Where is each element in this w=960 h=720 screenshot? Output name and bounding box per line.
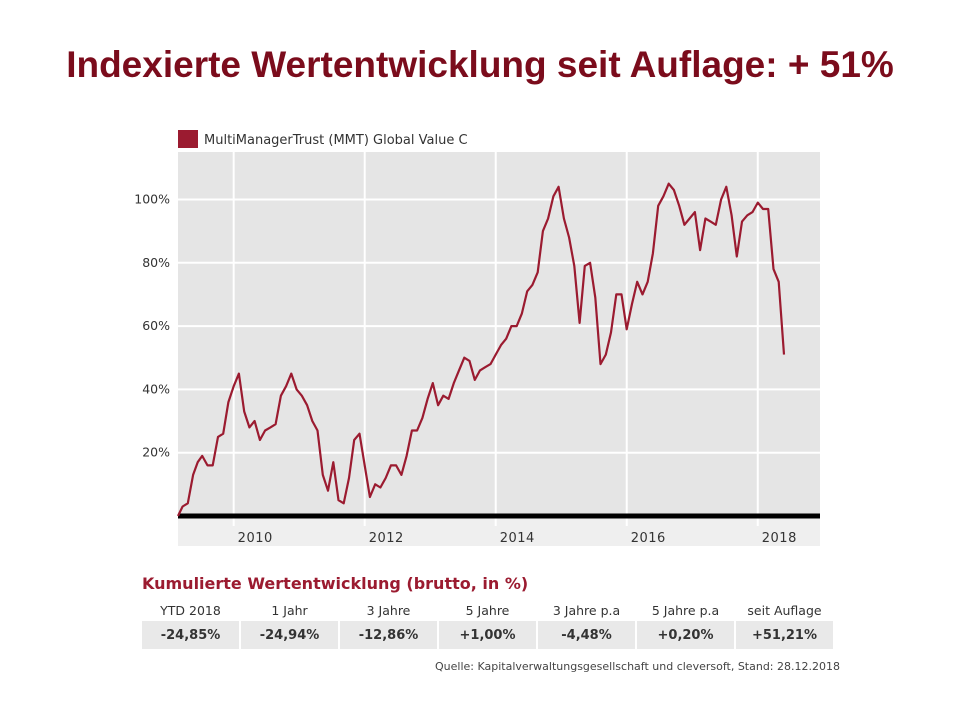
column-header: 1 Jahr	[271, 602, 308, 618]
table-cell: -4,48%	[538, 621, 635, 649]
x-tick-label: 2014	[500, 531, 535, 546]
legend-swatch	[178, 130, 198, 148]
series-line	[177, 182, 786, 517]
table-cell: -24,85%	[142, 621, 239, 649]
y-tick-label: 20%	[142, 445, 170, 460]
x-tick-label: 2012	[369, 531, 404, 546]
x-tick-label: 2010	[238, 531, 273, 546]
legend-label: MultiManagerTrust (MMT) Global Value C	[204, 133, 468, 148]
column-header: 5 Jahre	[465, 602, 510, 618]
column-header: YTD 2018	[160, 602, 221, 618]
performance-table-block: Kumulierte Wertentwicklung (brutto, in %…	[142, 574, 842, 649]
y-tick-label: 100%	[134, 191, 170, 206]
y-tick-label: 80%	[142, 255, 170, 270]
column-header: 5 Jahre p.a	[651, 602, 720, 618]
y-tick-label: 60%	[142, 318, 170, 333]
table-header-row: YTD 2018 1 Jahr 3 Jahre 5 Jahre 3 Jahre …	[142, 599, 833, 621]
slide-title: Indexierte Wertentwicklung seit Auflage:…	[66, 44, 894, 85]
column-header: seit Auflage	[747, 602, 822, 618]
plot-background	[178, 152, 820, 516]
table-row: -24,85% -24,94% -12,86% +1,00% -4,48% +0…	[142, 621, 833, 649]
performance-table-title: Kumulierte Wertentwicklung (brutto, in %…	[142, 574, 529, 593]
chart-svg: 20% 40% 60% 80% 100% 2010 2012 2014 2016 2018 Mul…	[134, 130, 820, 546]
table-cell: +0,20%	[637, 621, 734, 649]
x-axis-band	[178, 516, 820, 546]
tick-labels: 20% 40% 60% 80% 100% 2010 2012 2014 2016 2018	[134, 191, 797, 546]
grid-lines	[178, 152, 820, 546]
column-header: 3 Jahre p.a	[552, 602, 621, 618]
table-cell: +51,21%	[736, 621, 833, 649]
performance-chart: 20% 40% 60% 80% 100% 2010 2012 2014 2016 2018 Mul…	[120, 118, 830, 558]
x-tick-label: 2016	[631, 531, 666, 546]
x-tick-label: 2018	[762, 531, 797, 546]
column-header: 3 Jahre	[366, 602, 411, 618]
performance-table: YTD 2018 1 Jahr 3 Jahre 5 Jahre 3 Jahre …	[140, 599, 835, 649]
table-cell: -12,86%	[340, 621, 437, 649]
source-note: Quelle: Kapitalverwaltungsgesellschaft u…	[434, 660, 840, 673]
table-cell: +1,00%	[439, 621, 536, 649]
y-tick-label: 40%	[142, 381, 170, 396]
table-cell: -24,94%	[241, 621, 338, 649]
